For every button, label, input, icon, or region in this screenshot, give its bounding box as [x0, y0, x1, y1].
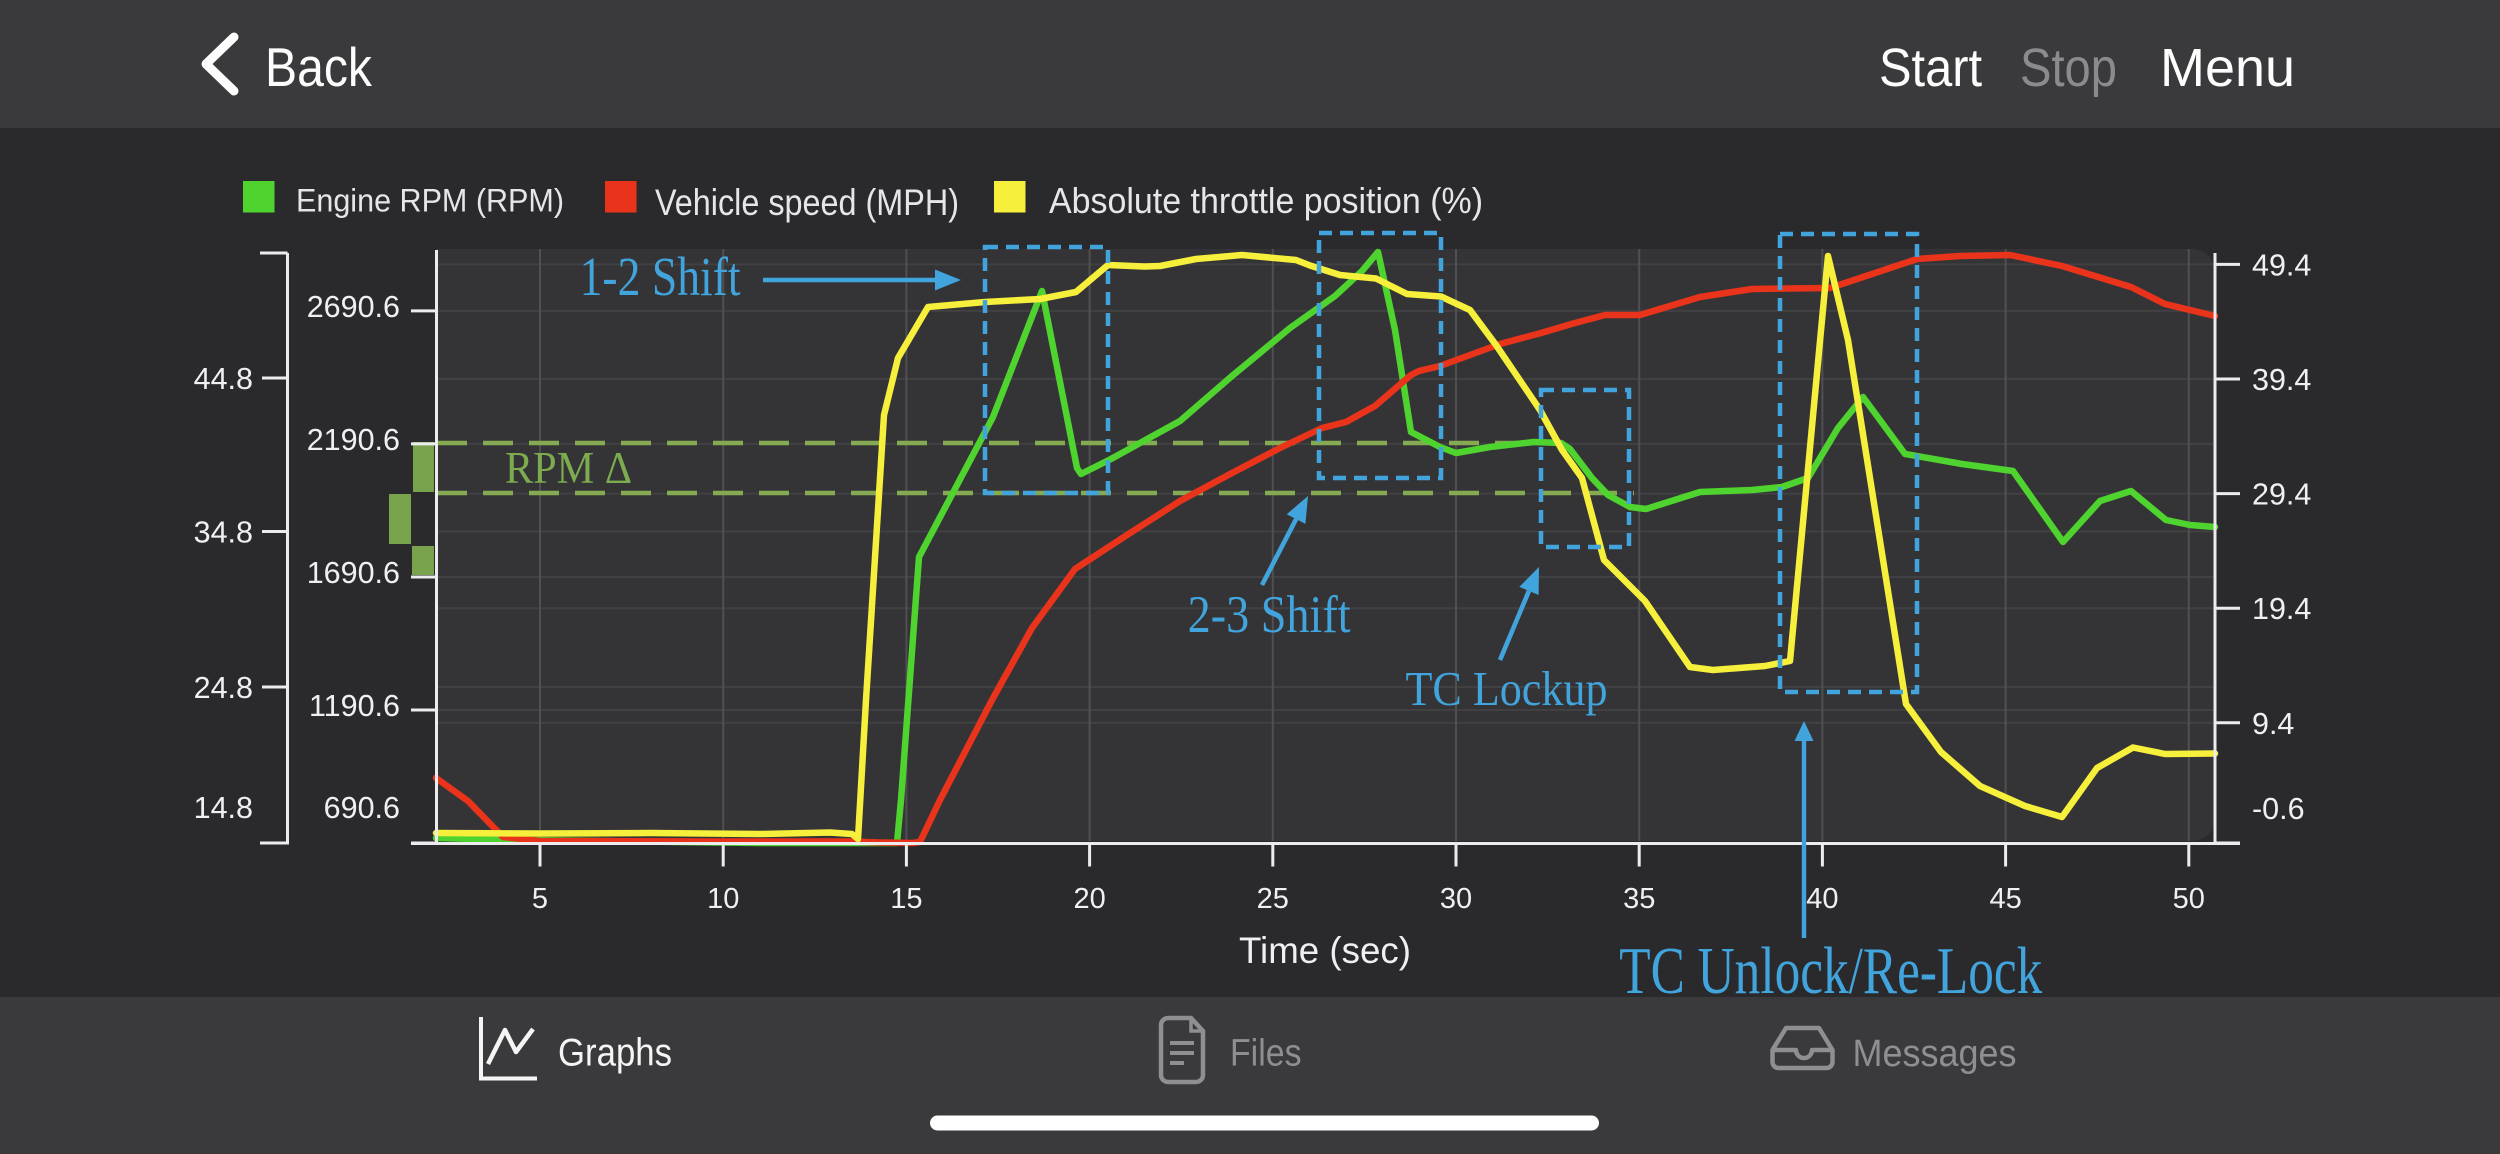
svg-text:RPM Δ: RPM Δ — [505, 443, 632, 493]
svg-text:Graphs: Graphs — [558, 1032, 672, 1075]
svg-text:50: 50 — [2173, 883, 2205, 915]
svg-text:39.4: 39.4 — [2252, 363, 2311, 397]
svg-text:35: 35 — [1623, 883, 1655, 915]
svg-text:2190.6: 2190.6 — [307, 423, 400, 457]
svg-text:24.8: 24.8 — [194, 671, 253, 705]
svg-text:44.8: 44.8 — [194, 362, 253, 396]
svg-text:9.4: 9.4 — [2252, 707, 2294, 741]
svg-text:1190.6: 1190.6 — [309, 689, 400, 723]
svg-text:Time (sec): Time (sec) — [1239, 930, 1411, 971]
svg-text:1690.6: 1690.6 — [307, 556, 400, 590]
svg-text:20: 20 — [1073, 883, 1105, 915]
svg-text:10: 10 — [707, 883, 739, 915]
svg-text:Absolute throttle position (%): Absolute throttle position (%) — [1049, 180, 1483, 221]
svg-text:5: 5 — [532, 883, 548, 915]
svg-text:Back: Back — [265, 36, 372, 98]
svg-text:Start: Start — [1879, 38, 1982, 98]
svg-text:15: 15 — [890, 883, 922, 915]
svg-text:49.4: 49.4 — [2252, 248, 2311, 282]
svg-text:Files: Files — [1230, 1033, 1302, 1075]
svg-text:25: 25 — [1257, 883, 1289, 915]
svg-text:2-3 Shift: 2-3 Shift — [1188, 586, 1351, 644]
svg-text:TC Unlock/Re-Lock: TC Unlock/Re-Lock — [1619, 934, 2042, 1008]
svg-text:TC Lockup: TC Lockup — [1406, 661, 1608, 716]
svg-text:Vehicle speed (MPH): Vehicle speed (MPH) — [655, 182, 959, 223]
svg-text:2690.6: 2690.6 — [307, 290, 400, 324]
svg-text:1-2 Shift: 1-2 Shift — [580, 246, 741, 307]
svg-text:Engine RPM (RPM): Engine RPM (RPM) — [296, 183, 564, 219]
svg-text:19.4: 19.4 — [2252, 592, 2311, 626]
svg-text:Stop: Stop — [2020, 38, 2117, 98]
svg-text:34.8: 34.8 — [194, 516, 253, 550]
svg-text:-0.6: -0.6 — [2252, 792, 2305, 826]
svg-text:45: 45 — [1989, 883, 2021, 915]
svg-text:Messages: Messages — [1853, 1033, 2017, 1075]
svg-text:14.8: 14.8 — [194, 791, 253, 825]
svg-text:Menu: Menu — [2160, 38, 2295, 98]
svg-text:29.4: 29.4 — [2252, 478, 2311, 512]
svg-text:30: 30 — [1440, 883, 1472, 915]
svg-text:690.6: 690.6 — [324, 791, 400, 825]
svg-text:40: 40 — [1806, 883, 1838, 915]
